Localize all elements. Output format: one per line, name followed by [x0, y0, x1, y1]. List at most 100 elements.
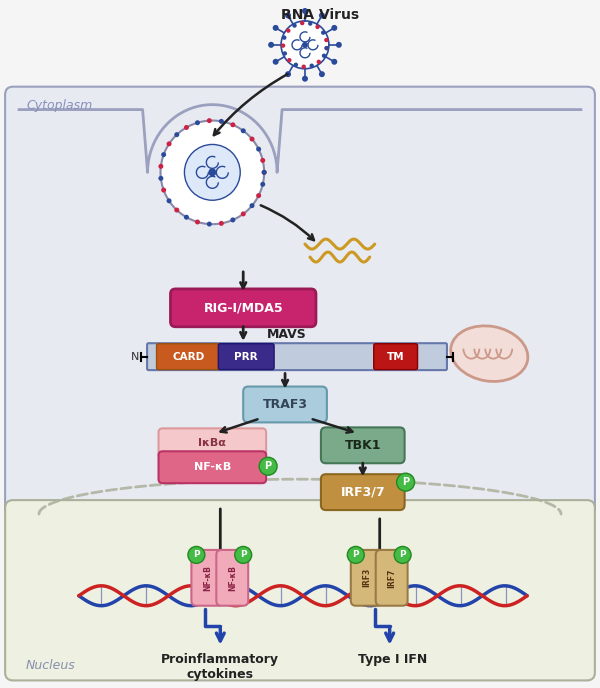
Text: P: P [399, 550, 406, 559]
Circle shape [322, 54, 326, 58]
Circle shape [331, 58, 337, 65]
Circle shape [262, 170, 266, 175]
Text: RNA Virus: RNA Virus [281, 8, 359, 22]
Circle shape [292, 23, 297, 28]
Circle shape [219, 119, 224, 124]
Circle shape [207, 222, 212, 226]
Circle shape [161, 120, 264, 224]
Text: P: P [265, 461, 272, 471]
FancyBboxPatch shape [376, 550, 407, 605]
Circle shape [260, 182, 265, 186]
Circle shape [394, 546, 411, 563]
Circle shape [325, 46, 329, 50]
FancyBboxPatch shape [243, 387, 327, 422]
FancyBboxPatch shape [5, 500, 595, 680]
Circle shape [219, 221, 224, 226]
Circle shape [207, 118, 212, 123]
FancyBboxPatch shape [217, 550, 248, 605]
Circle shape [268, 42, 274, 48]
Circle shape [259, 458, 277, 475]
FancyBboxPatch shape [5, 87, 595, 516]
Text: MAVS: MAVS [267, 327, 307, 341]
Ellipse shape [451, 326, 528, 381]
Text: N: N [130, 352, 139, 362]
Text: NF-κB: NF-κB [203, 565, 212, 591]
Circle shape [287, 58, 292, 63]
Circle shape [188, 546, 205, 563]
Text: RIG-I/MDA5: RIG-I/MDA5 [203, 301, 283, 314]
Circle shape [195, 219, 200, 224]
Circle shape [281, 43, 285, 47]
Circle shape [319, 12, 325, 19]
Circle shape [272, 58, 278, 65]
Circle shape [230, 122, 235, 127]
Circle shape [195, 120, 200, 125]
Text: PRR: PRR [235, 352, 258, 362]
Text: P: P [352, 550, 359, 559]
FancyBboxPatch shape [374, 344, 418, 369]
Circle shape [294, 63, 298, 67]
Circle shape [167, 142, 172, 147]
Circle shape [285, 12, 291, 19]
Circle shape [167, 198, 172, 204]
Text: IRF3/7: IRF3/7 [340, 486, 385, 499]
Circle shape [300, 21, 304, 25]
Circle shape [250, 203, 254, 208]
Text: P: P [402, 477, 409, 487]
Text: CARD: CARD [172, 352, 205, 362]
Circle shape [161, 188, 166, 193]
Text: IκBα: IκBα [199, 438, 226, 449]
FancyBboxPatch shape [191, 550, 223, 605]
Circle shape [241, 211, 246, 217]
Circle shape [317, 60, 321, 64]
Circle shape [230, 217, 235, 222]
Text: IRF3: IRF3 [362, 568, 371, 588]
FancyBboxPatch shape [321, 474, 404, 510]
Circle shape [260, 158, 265, 163]
FancyBboxPatch shape [218, 344, 274, 369]
Circle shape [161, 152, 166, 157]
Circle shape [174, 208, 179, 213]
Circle shape [235, 546, 251, 563]
Circle shape [241, 128, 246, 133]
Circle shape [158, 164, 163, 169]
FancyBboxPatch shape [158, 451, 266, 483]
Circle shape [184, 144, 240, 200]
FancyBboxPatch shape [157, 344, 220, 369]
FancyBboxPatch shape [158, 429, 266, 458]
Text: IRF7: IRF7 [387, 568, 396, 588]
Circle shape [325, 46, 329, 50]
Text: P: P [193, 550, 200, 559]
Text: Type I IFN: Type I IFN [358, 652, 427, 665]
Text: Proinflammatory
cytokines: Proinflammatory cytokines [161, 652, 280, 680]
Text: TM: TM [387, 352, 404, 362]
FancyBboxPatch shape [351, 550, 383, 605]
Text: TBK1: TBK1 [344, 439, 381, 452]
Circle shape [331, 25, 337, 31]
Circle shape [324, 38, 329, 42]
Circle shape [184, 215, 189, 219]
Circle shape [272, 25, 278, 31]
Circle shape [336, 42, 342, 48]
Circle shape [319, 71, 325, 77]
Text: Cytoplasm: Cytoplasm [26, 99, 92, 112]
Circle shape [308, 21, 313, 25]
Circle shape [397, 473, 415, 491]
Circle shape [256, 147, 261, 151]
Text: Nucleus: Nucleus [26, 659, 76, 672]
Circle shape [302, 8, 308, 14]
Circle shape [262, 170, 266, 175]
Circle shape [184, 125, 189, 130]
Circle shape [302, 42, 308, 48]
Circle shape [302, 65, 306, 69]
Text: TRAF3: TRAF3 [263, 398, 308, 411]
Text: C: C [455, 352, 463, 362]
Circle shape [286, 28, 290, 33]
Circle shape [347, 546, 364, 563]
Circle shape [250, 136, 254, 142]
Circle shape [282, 36, 286, 40]
Circle shape [316, 25, 320, 29]
Circle shape [283, 52, 287, 56]
Circle shape [310, 63, 314, 68]
Text: NF-κB: NF-κB [228, 565, 237, 591]
